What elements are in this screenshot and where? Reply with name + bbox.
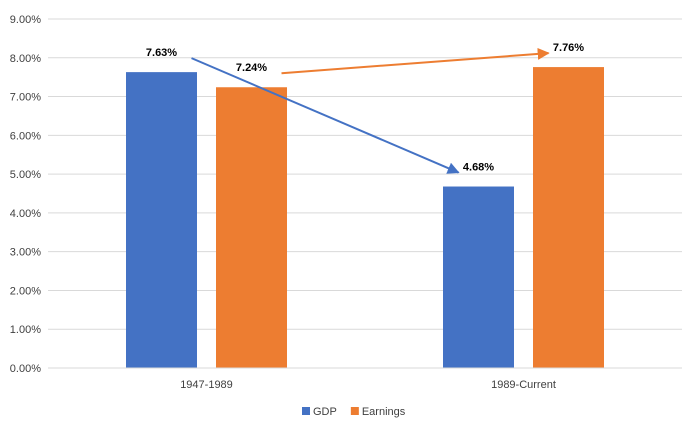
y-tick-label: 1.00% bbox=[10, 324, 41, 336]
data-label: 7.24% bbox=[236, 62, 267, 74]
data-label: 4.68% bbox=[463, 162, 494, 174]
y-tick-label: 8.00% bbox=[10, 53, 41, 65]
y-tick-label: 3.00% bbox=[10, 247, 41, 259]
legend-label: Earnings bbox=[362, 406, 406, 418]
y-tick-label: 5.00% bbox=[10, 169, 41, 181]
y-tick-label: 7.00% bbox=[10, 92, 41, 104]
bar-earnings-0 bbox=[216, 87, 287, 368]
y-tick-label: 6.00% bbox=[10, 130, 41, 142]
x-category-label: 1989-Current bbox=[491, 379, 556, 391]
legend-label: GDP bbox=[313, 406, 337, 418]
y-tick-label: 0.00% bbox=[10, 363, 41, 375]
y-tick-label: 2.00% bbox=[10, 285, 41, 297]
trend-arrow-gdp bbox=[191, 57, 460, 174]
bar-gdp-0 bbox=[126, 72, 197, 369]
trend-arrow-earnings bbox=[281, 47, 550, 75]
x-category-label: 1947-1989 bbox=[180, 379, 233, 391]
y-tick-label: 9.00% bbox=[10, 14, 41, 26]
data-label: 7.63% bbox=[146, 47, 177, 59]
legend-swatch-gdp bbox=[302, 407, 310, 415]
bar-earnings-1 bbox=[533, 67, 604, 368]
bar-gdp-1 bbox=[443, 186, 514, 368]
data-label: 7.76% bbox=[553, 42, 584, 54]
y-tick-label: 4.00% bbox=[10, 208, 41, 220]
legend-swatch-earnings bbox=[350, 407, 359, 415]
